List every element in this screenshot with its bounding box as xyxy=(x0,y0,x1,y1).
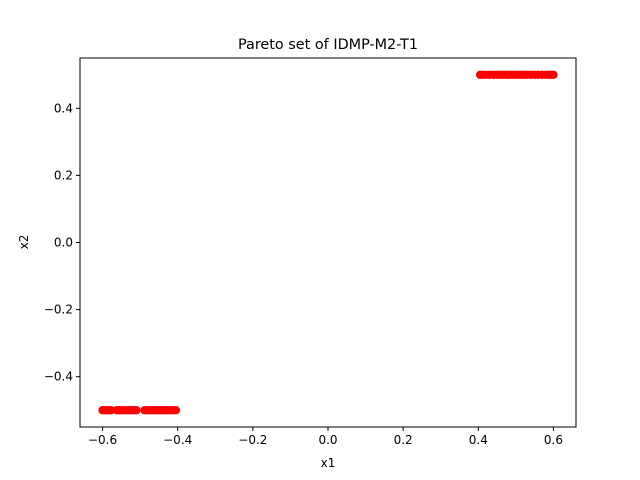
x-tick-label: −0.2 xyxy=(238,433,267,447)
y-axis: −0.4 −0.2 0.0 0.2 0.4 xyxy=(44,101,80,384)
y-axis-label: x2 xyxy=(17,235,31,250)
x-axis: −0.6 −0.4 −0.2 0.0 0.2 0.4 0.6 xyxy=(88,427,563,447)
y-tick-label: 0.0 xyxy=(54,236,73,250)
y-tick-label: −0.2 xyxy=(44,303,73,317)
x-tick-label: −0.6 xyxy=(88,433,117,447)
data-point xyxy=(171,406,181,415)
data-point xyxy=(549,70,558,79)
data-point xyxy=(132,406,141,415)
x-tick-label: 0.2 xyxy=(394,433,413,447)
y-tick-label: 0.2 xyxy=(54,168,73,182)
points-layer xyxy=(98,70,558,415)
x-tick-label: 0.0 xyxy=(318,433,337,447)
x-tick-label: 0.6 xyxy=(544,433,563,447)
y-tick-label: 0.4 xyxy=(54,101,73,115)
data-point xyxy=(106,406,116,415)
chart-title: Pareto set of IDMP-M2-T1 xyxy=(238,37,418,53)
x-tick-label: 0.4 xyxy=(469,433,488,447)
y-tick-label: −0.4 xyxy=(44,370,73,384)
x-tick-label: −0.4 xyxy=(163,433,192,447)
x-axis-label: x1 xyxy=(321,456,336,470)
